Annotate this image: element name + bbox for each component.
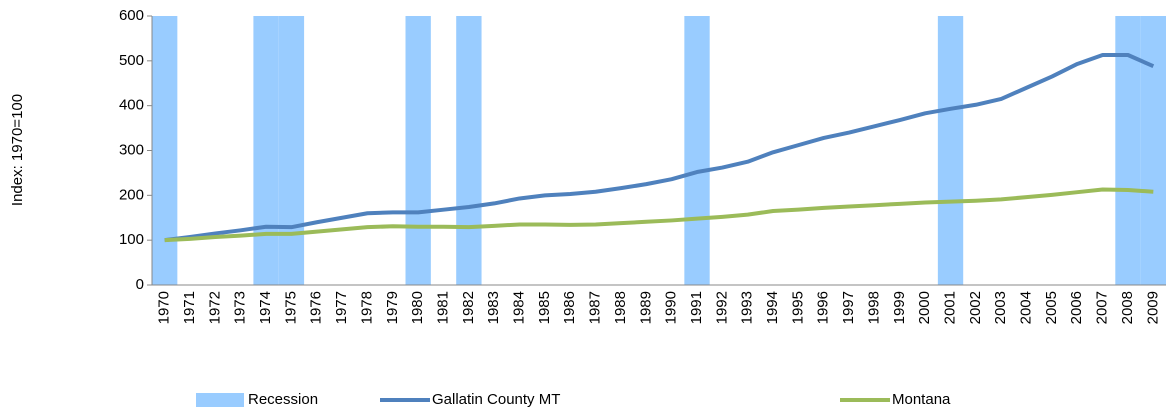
x-tick-label: 1985 [536,291,553,324]
x-tick-label: 1982 [460,291,477,324]
x-tick-label: 2001 [941,291,958,324]
x-tick-label: 2006 [1068,291,1085,324]
x-tick-label: 1996 [815,291,832,324]
x-tick-label: 1989 [637,291,654,324]
x-tick-label: 1970 [156,291,173,324]
x-tick-label: 1976 [308,291,325,324]
recession-bar [253,16,279,285]
recession-bar [684,16,710,285]
x-tick-label: 2005 [1043,291,1060,324]
x-tick-label: 1994 [764,291,781,324]
x-tick-label: 1999 [891,291,908,324]
recession-bar [152,16,178,285]
recession-bar [1140,16,1166,285]
x-tick-label: 1975 [282,291,299,324]
y-tick-label: 400 [119,97,144,114]
x-tick-label: 2000 [916,291,933,324]
legend-swatch [196,393,244,407]
x-tick-label: 2007 [1094,291,1111,324]
recession-bar [278,16,305,285]
x-tick-label: 1979 [384,291,401,324]
x-tick-label: 1984 [511,291,528,324]
y-tick-label: 600 [119,7,144,24]
x-tick-label: 1992 [713,291,730,324]
legend-label: Recession [248,391,318,408]
x-tick-label: 1990 [663,291,680,324]
x-tick-label: 1991 [688,291,705,324]
x-tick-label: 1981 [434,291,451,324]
y-tick-label: 200 [119,186,144,203]
recession-bar [405,16,431,285]
x-tick-label: 1980 [409,291,426,324]
y-axis-label: Index: 1970=100 [9,94,26,206]
x-tick-label: 1972 [206,291,223,324]
x-tick-label: 1988 [612,291,629,324]
x-tick-label: 1986 [561,291,578,324]
y-tick-label: 100 [119,231,144,248]
x-tick-label: 1987 [587,291,604,324]
x-tick-label: 2004 [1018,291,1035,324]
legend-label: Montana [892,391,951,408]
y-tick-label: 300 [119,141,144,158]
x-tick-label: 1997 [840,291,857,324]
x-tick-label: 1983 [485,291,502,324]
x-tick-label: 2009 [1144,291,1161,324]
x-tick-label: 1998 [865,291,882,324]
x-tick-label: 1971 [181,291,198,324]
x-tick-label: 2008 [1119,291,1136,324]
y-tick-label: 0 [136,276,144,293]
x-tick-label: 1995 [789,291,806,324]
x-tick-label: 1977 [333,291,350,324]
x-tick-label: 2002 [967,291,984,324]
x-tick-label: 1978 [358,291,375,324]
legend-label: Gallatin County MT [432,391,560,408]
y-tick-label: 500 [119,52,144,69]
recession-bar [456,16,482,285]
series-line [164,53,1155,243]
recession-bar [937,16,964,285]
series-line [164,187,1154,243]
x-tick-label: 1973 [232,291,249,324]
x-tick-label: 1974 [257,291,274,324]
x-tick-label: 2003 [992,291,1009,324]
x-tick-label: 1993 [739,291,756,324]
